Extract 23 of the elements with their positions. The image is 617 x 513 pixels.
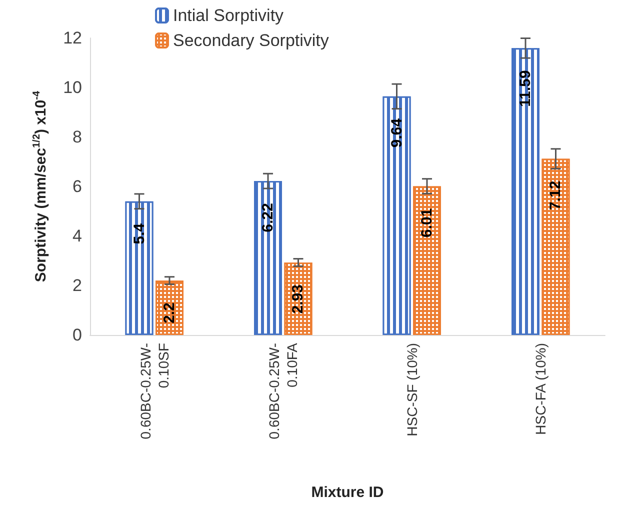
x-axis-title: Mixture ID (311, 484, 384, 501)
data-label: 7.12 (547, 180, 564, 210)
data-label: 2.93 (290, 284, 307, 314)
y-tick-label: 0 (72, 326, 82, 344)
y-tick-label: 4 (72, 226, 82, 246)
legend-label: Intial Sorptivity (173, 6, 284, 25)
y-tick-label: 12 (63, 28, 82, 48)
data-label: 2.2 (160, 302, 178, 324)
y-axis-title: Sorptivity (mm/sec1/2) x10-4 (32, 90, 50, 282)
data-label: 11.59 (517, 70, 534, 107)
x-tick-label: HSC-FA (10%) (532, 343, 549, 435)
data-label: 6.22 (260, 203, 277, 232)
y-tick-label: 10 (63, 78, 82, 97)
x-tick-label: HSC-SF (10%) (404, 343, 420, 436)
y-tick-label: 6 (72, 177, 82, 196)
data-label: 5.4 (130, 222, 148, 244)
legend-label: Secondary Sorptivity (173, 31, 330, 50)
x-tick-label: 0.60BC-0.25W-0.10FA (266, 342, 300, 440)
data-label: 6.01 (418, 208, 436, 238)
y-tick-label: 8 (72, 128, 82, 146)
x-tick-label: 0.60BC-0.25W-0.10SF (137, 342, 172, 440)
y-tick-label: 2 (72, 276, 82, 295)
data-label: 9.64 (388, 118, 406, 148)
